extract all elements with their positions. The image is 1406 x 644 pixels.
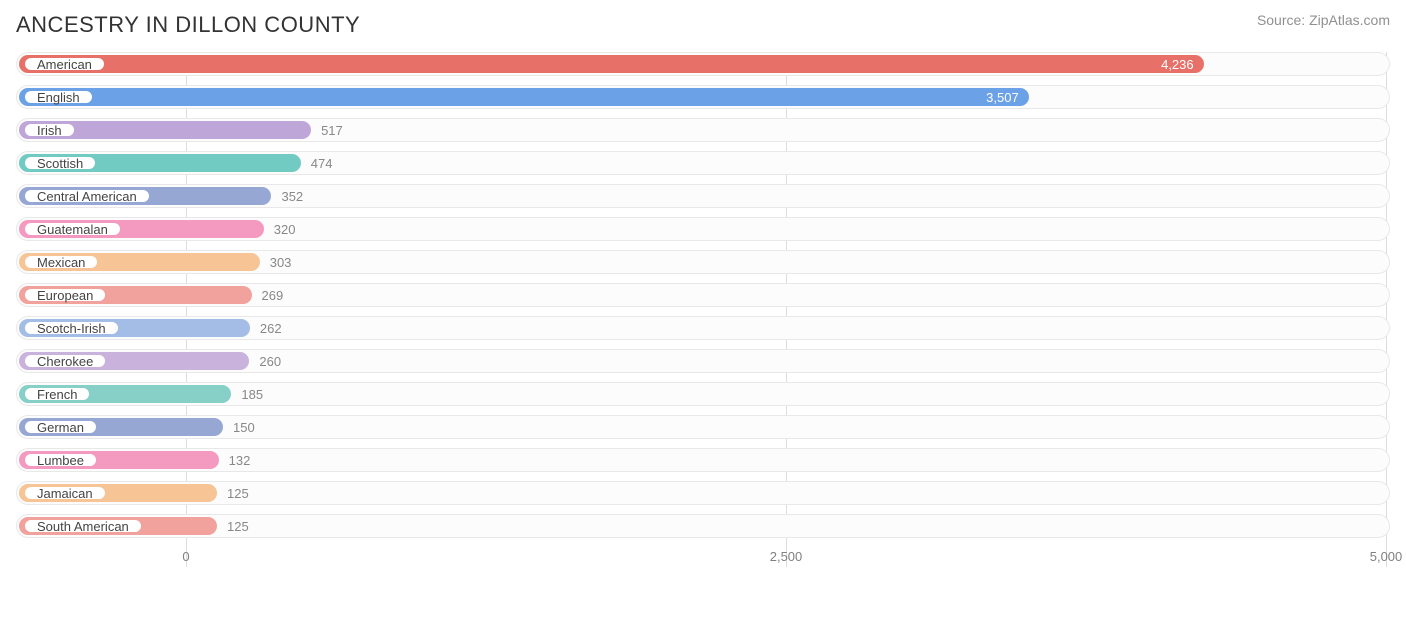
bar-row: Lumbee 132 [16,448,1390,472]
chart-rows: American 4,236 English 3,507 Irish 517 Scottis… [16,52,1390,538]
category-pill: English [23,89,94,105]
value-label: 352 [281,185,303,207]
category-pill: French [23,386,91,402]
category-pill: Lumbee [23,452,98,468]
ancestry-bar-chart: American 4,236 English 3,507 Irish 517 Scottis… [16,52,1390,591]
category-pill: German [23,419,98,435]
value-label: 4,236 [1161,53,1194,75]
bar-row: French 185 [16,382,1390,406]
value-label: 125 [227,515,249,537]
value-label: 517 [321,119,343,141]
x-axis-tick-label: 0 [182,549,189,564]
category-pill: American [23,56,106,72]
category-pill: Guatemalan [23,221,122,237]
bar-row: Jamaican 125 [16,481,1390,505]
header: ANCESTRY IN DILLON COUNTY Source: ZipAtl… [16,12,1390,38]
bar-row: Irish 517 [16,118,1390,142]
source-attribution: Source: ZipAtlas.com [1257,12,1390,28]
bar-row: Guatemalan 320 [16,217,1390,241]
category-pill: Scottish [23,155,97,171]
category-pill: Scotch-Irish [23,320,120,336]
value-label: 262 [260,317,282,339]
value-label: 132 [229,449,251,471]
x-axis-tick-label: 2,500 [770,549,803,564]
bar-row: Mexican 303 [16,250,1390,274]
value-label: 269 [262,284,284,306]
bar-row: Cherokee 260 [16,349,1390,373]
value-label: 474 [311,152,333,174]
x-axis-tick-label: 5,000 [1370,549,1403,564]
category-pill: Mexican [23,254,99,270]
value-label: 125 [227,482,249,504]
bar-row: Scottish 474 [16,151,1390,175]
x-axis: 02,5005,000 [16,547,1390,567]
value-label: 3,507 [986,86,1019,108]
value-label: 303 [270,251,292,273]
category-pill: Cherokee [23,353,107,369]
bar-fill [19,88,1029,106]
bar-row: South American 125 [16,514,1390,538]
category-pill: Central American [23,188,151,204]
value-label: 320 [274,218,296,240]
category-pill: Jamaican [23,485,107,501]
category-pill: European [23,287,107,303]
bar-row: American 4,236 [16,52,1390,76]
category-pill: Irish [23,122,76,138]
bar-row: Central American 352 [16,184,1390,208]
value-label: 150 [233,416,255,438]
category-pill: South American [23,518,143,534]
bar-row: Scotch-Irish 262 [16,316,1390,340]
bar-row: German 150 [16,415,1390,439]
bar-fill [19,55,1204,73]
bar-row: English 3,507 [16,85,1390,109]
bar-row: European 269 [16,283,1390,307]
value-label: 260 [259,350,281,372]
value-label: 185 [241,383,263,405]
page-title: ANCESTRY IN DILLON COUNTY [16,12,360,38]
